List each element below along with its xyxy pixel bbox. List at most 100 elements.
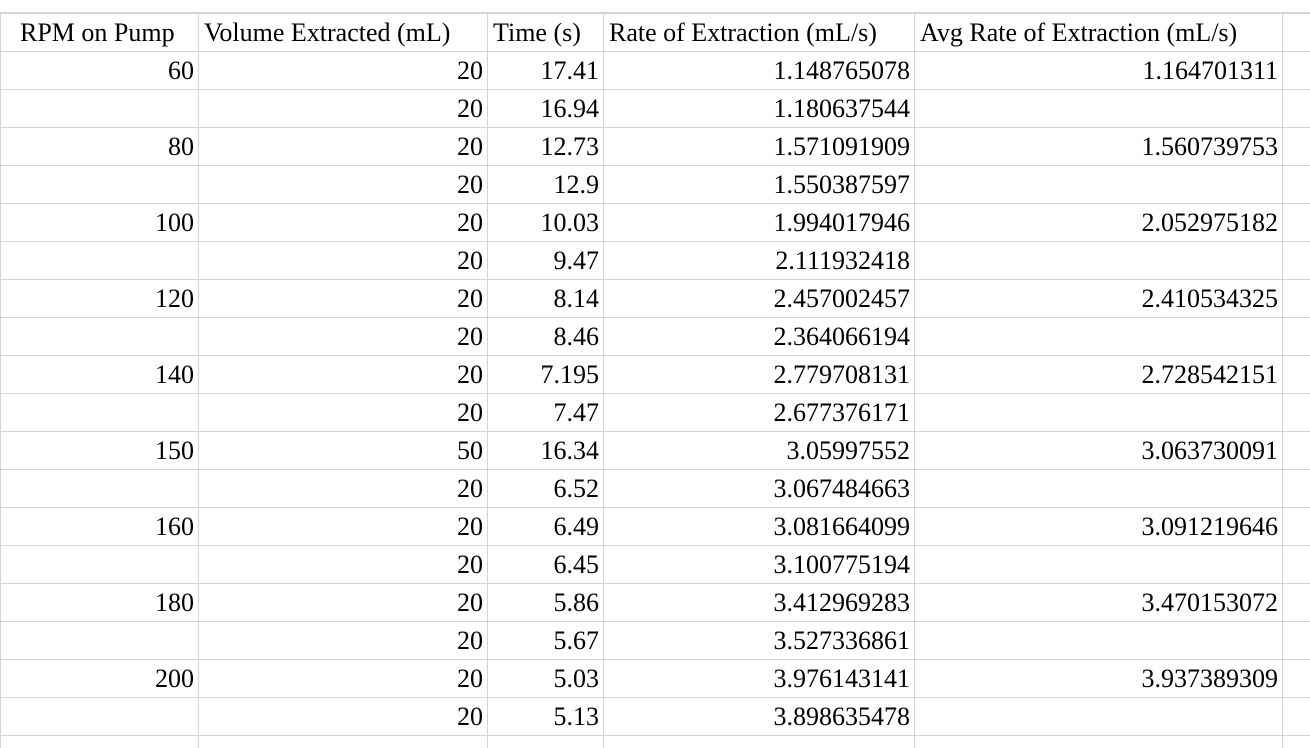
header-cell-time[interactable]: Time (s)	[487, 13, 604, 52]
cell-rate[interactable]: 3.100775194	[603, 545, 915, 584]
cell-rate[interactable]: 1.550387597	[603, 165, 915, 204]
cell-avg-rate[interactable]: 3.937389309	[914, 659, 1283, 698]
cell-avg-rate[interactable]	[914, 89, 1283, 128]
cell-time[interactable]: 5.13	[487, 697, 604, 736]
cell-empty[interactable]	[1282, 507, 1310, 546]
cell-avg-rate[interactable]	[914, 545, 1283, 584]
header-cell-rate[interactable]: Rate of Extraction (mL/s)	[603, 13, 915, 52]
cell-time[interactable]: 5.03	[487, 659, 604, 698]
cell-volume[interactable]: 20	[198, 507, 488, 546]
cell-time[interactable]: 7.195	[487, 355, 604, 394]
cell-rate[interactable]: 2.677376171	[603, 393, 915, 432]
cell-rpm[interactable]: 150	[0, 431, 199, 470]
cell-volume[interactable]: 50	[198, 431, 488, 470]
cell-time[interactable]: 10.03	[487, 203, 604, 242]
cell-avg-rate[interactable]: 2.052975182	[914, 203, 1283, 242]
cell-rpm[interactable]: 120	[0, 279, 199, 318]
cell-time[interactable]: 6.45	[487, 545, 604, 584]
cell-rpm[interactable]	[0, 165, 199, 204]
cell-empty[interactable]	[1282, 127, 1310, 166]
cell-volume[interactable]: 20	[198, 697, 488, 736]
header-cell-avg-rate[interactable]: Avg Rate of Extraction (mL/s)	[914, 13, 1283, 52]
cell-volume[interactable]: 20	[198, 621, 488, 660]
cell-rpm[interactable]: 100	[0, 203, 199, 242]
cell-empty[interactable]	[1282, 659, 1310, 698]
header-cell-rpm[interactable]: RPM on Pump	[0, 13, 199, 52]
cell-volume[interactable]: 20	[198, 127, 488, 166]
cell-rpm[interactable]	[0, 697, 199, 736]
cell-avg-rate[interactable]	[914, 393, 1283, 432]
cell-time[interactable]: 6.52	[487, 469, 604, 508]
cell-time[interactable]: 12.9	[487, 165, 604, 204]
cell-empty[interactable]	[1282, 51, 1310, 90]
cell-empty[interactable]	[1282, 697, 1310, 736]
cell-empty[interactable]	[1282, 355, 1310, 394]
cell-rate[interactable]: 1.180637544	[603, 89, 915, 128]
cell-rate[interactable]: 3.412969283	[603, 583, 915, 622]
cell-time[interactable]: 6.49	[487, 507, 604, 546]
cell-rate[interactable]	[603, 735, 915, 748]
cell-volume[interactable]: 20	[198, 317, 488, 356]
cell-rpm[interactable]	[0, 317, 199, 356]
cell-time[interactable]: 5.86	[487, 583, 604, 622]
cell-empty[interactable]	[1282, 393, 1310, 432]
cell-rpm[interactable]: 160	[0, 507, 199, 546]
cell-rate[interactable]: 3.067484663	[603, 469, 915, 508]
cell-empty[interactable]	[1282, 279, 1310, 318]
cell-rate[interactable]: 3.081664099	[603, 507, 915, 546]
cell-volume[interactable]: 20	[198, 241, 488, 280]
cell-volume[interactable]: 20	[198, 51, 488, 90]
cell-volume[interactable]: 20	[198, 659, 488, 698]
cell-rate[interactable]: 3.898635478	[603, 697, 915, 736]
cell-avg-rate[interactable]: 1.560739753	[914, 127, 1283, 166]
cell-time[interactable]: 17.41	[487, 51, 604, 90]
cell-volume[interactable]: 20	[198, 393, 488, 432]
cell-rpm[interactable]	[0, 469, 199, 508]
cell-volume[interactable]: 20	[198, 89, 488, 128]
cell-time[interactable]	[487, 735, 604, 748]
cell-rate[interactable]: 2.457002457	[603, 279, 915, 318]
cell-avg-rate[interactable]	[914, 317, 1283, 356]
cell-avg-rate[interactable]: 2.410534325	[914, 279, 1283, 318]
cell-empty[interactable]	[1282, 89, 1310, 128]
cell-rpm[interactable]	[0, 735, 199, 748]
cell-avg-rate[interactable]	[914, 735, 1283, 748]
cell-rate[interactable]: 1.148765078	[603, 51, 915, 90]
cell-avg-rate[interactable]	[914, 697, 1283, 736]
cell-avg-rate[interactable]	[914, 621, 1283, 660]
header-cell-volume[interactable]: Volume Extracted (mL)	[198, 13, 488, 52]
cell-rpm[interactable]: 140	[0, 355, 199, 394]
cell-empty[interactable]	[1282, 317, 1310, 356]
cell-avg-rate[interactable]: 1.164701311	[914, 51, 1283, 90]
cell-rate[interactable]: 2.111932418	[603, 241, 915, 280]
cell-empty[interactable]	[1282, 545, 1310, 584]
cell-avg-rate[interactable]: 3.063730091	[914, 431, 1283, 470]
cell-avg-rate[interactable]	[914, 241, 1283, 280]
cell-rate[interactable]: 3.976143141	[603, 659, 915, 698]
cell-time[interactable]: 8.46	[487, 317, 604, 356]
cell-empty[interactable]	[1282, 165, 1310, 204]
cell-rate[interactable]: 3.527336861	[603, 621, 915, 660]
cell-empty[interactable]	[1282, 735, 1310, 748]
cell-rpm[interactable]: 200	[0, 659, 199, 698]
cell-volume[interactable]: 20	[198, 165, 488, 204]
cell-time[interactable]: 16.34	[487, 431, 604, 470]
cell-rpm[interactable]: 180	[0, 583, 199, 622]
cell-volume[interactable]: 20	[198, 279, 488, 318]
cell-time[interactable]: 12.73	[487, 127, 604, 166]
cell-avg-rate[interactable]: 3.470153072	[914, 583, 1283, 622]
cell-time[interactable]: 16.94	[487, 89, 604, 128]
cell-time[interactable]: 8.14	[487, 279, 604, 318]
cell-rate[interactable]: 2.364066194	[603, 317, 915, 356]
cell-avg-rate[interactable]	[914, 469, 1283, 508]
cell-empty[interactable]	[1282, 241, 1310, 280]
cell-rpm[interactable]	[0, 241, 199, 280]
cell-empty[interactable]	[1282, 203, 1310, 242]
cell-volume[interactable]	[198, 735, 488, 748]
cell-rpm[interactable]: 60	[0, 51, 199, 90]
cell-rpm[interactable]	[0, 621, 199, 660]
cell-volume[interactable]: 20	[198, 583, 488, 622]
cell-rpm[interactable]	[0, 393, 199, 432]
cell-volume[interactable]: 20	[198, 469, 488, 508]
cell-empty[interactable]	[1282, 431, 1310, 470]
